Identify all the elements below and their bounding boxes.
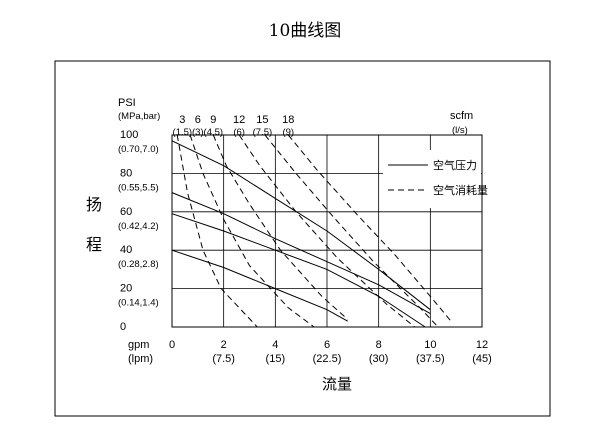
x-tick-sublabel: (15): [266, 353, 286, 365]
air-consumption-curve-7: [238, 134, 416, 328]
air-consumption-curve-4: [176, 134, 258, 328]
top-tick-sublabel: (6): [233, 127, 245, 138]
y-tick-label: 80: [120, 167, 132, 179]
air-pressure-curve-3: [171, 249, 348, 322]
top-tick-label: 9: [210, 114, 216, 126]
top-tick-label: 15: [256, 114, 268, 126]
x-tick-label: 12: [476, 339, 488, 351]
air-consumption-curve-6: [212, 134, 349, 320]
air-consumption-curve-9: [287, 134, 452, 322]
y-axis-unit-label: PSI: [118, 97, 136, 109]
top-tick-label: 18: [282, 114, 294, 126]
chart-title: 10曲线图: [269, 21, 342, 41]
legend-label: 空气消耗量: [433, 183, 488, 197]
top-tick-label: 6: [195, 114, 201, 126]
y-tick-label: 20: [120, 283, 132, 295]
x-tick-label: 0: [169, 339, 175, 351]
top-axis-unit-label-2: (l/s): [452, 125, 468, 136]
x-tick-sublabel: (22.5): [313, 353, 342, 365]
y-axis-title: 扬程: [86, 195, 102, 254]
x-tick-sublabel: (30): [369, 353, 389, 365]
plot-layer: 100(0.70,7.0)80(0.55,5.5)60(0.42,4.2)40(…: [118, 114, 492, 365]
top-tick-sublabel: (1.5): [173, 127, 193, 138]
x-tick-sublabel: (7.5): [212, 353, 235, 365]
y-tick-label: 100: [120, 129, 138, 141]
top-tick-sublabel: (3): [192, 127, 204, 138]
x-tick-label: 10: [424, 339, 436, 351]
y-tick-label: 0: [120, 321, 126, 333]
x-axis-unit-label-2: (lpm): [128, 353, 153, 365]
x-tick-sublabel: (37.5): [416, 353, 445, 365]
top-tick-sublabel: (4.5): [204, 127, 224, 138]
top-tick-sublabel: (9): [282, 127, 294, 138]
y-axis-unit-label-2: (MPa,bar): [118, 111, 160, 122]
air-consumption-curve-5: [189, 134, 315, 328]
air-pressure-curve-1: [171, 192, 431, 315]
x-axis-unit-label: gpm: [128, 339, 149, 351]
air-pressure-curve-2: [171, 213, 426, 328]
y-tick-sublabel: (0.55,5.5): [118, 182, 159, 193]
x-tick-sublabel: (45): [472, 353, 492, 365]
air-pressure-curve-0: [171, 140, 431, 311]
y-tick-sublabel: (0.14,1.4): [118, 298, 159, 309]
y-tick-sublabel: (0.28,2.8): [118, 259, 159, 270]
x-axis-title: 流量: [322, 375, 352, 393]
top-tick-sublabel: (7.5): [253, 127, 273, 138]
y-tick-sublabel: (0.42,4.2): [118, 221, 159, 232]
legend-box: [383, 150, 481, 208]
y-tick-label: 60: [120, 206, 132, 218]
top-tick-label: 12: [233, 114, 245, 126]
x-tick-label: 4: [272, 339, 278, 351]
top-tick-label: 3: [179, 114, 185, 126]
air-consumption-curve-8: [264, 134, 439, 328]
top-axis-unit-label: scfm: [450, 110, 473, 122]
y-tick-label: 40: [120, 244, 132, 256]
outer-frame: [54, 60, 551, 417]
x-tick-label: 6: [324, 339, 330, 351]
x-tick-label: 2: [221, 339, 227, 351]
legend-label: 空气压力: [433, 158, 477, 172]
x-tick-label: 8: [376, 339, 382, 351]
y-tick-sublabel: (0.70,7.0): [118, 144, 159, 155]
